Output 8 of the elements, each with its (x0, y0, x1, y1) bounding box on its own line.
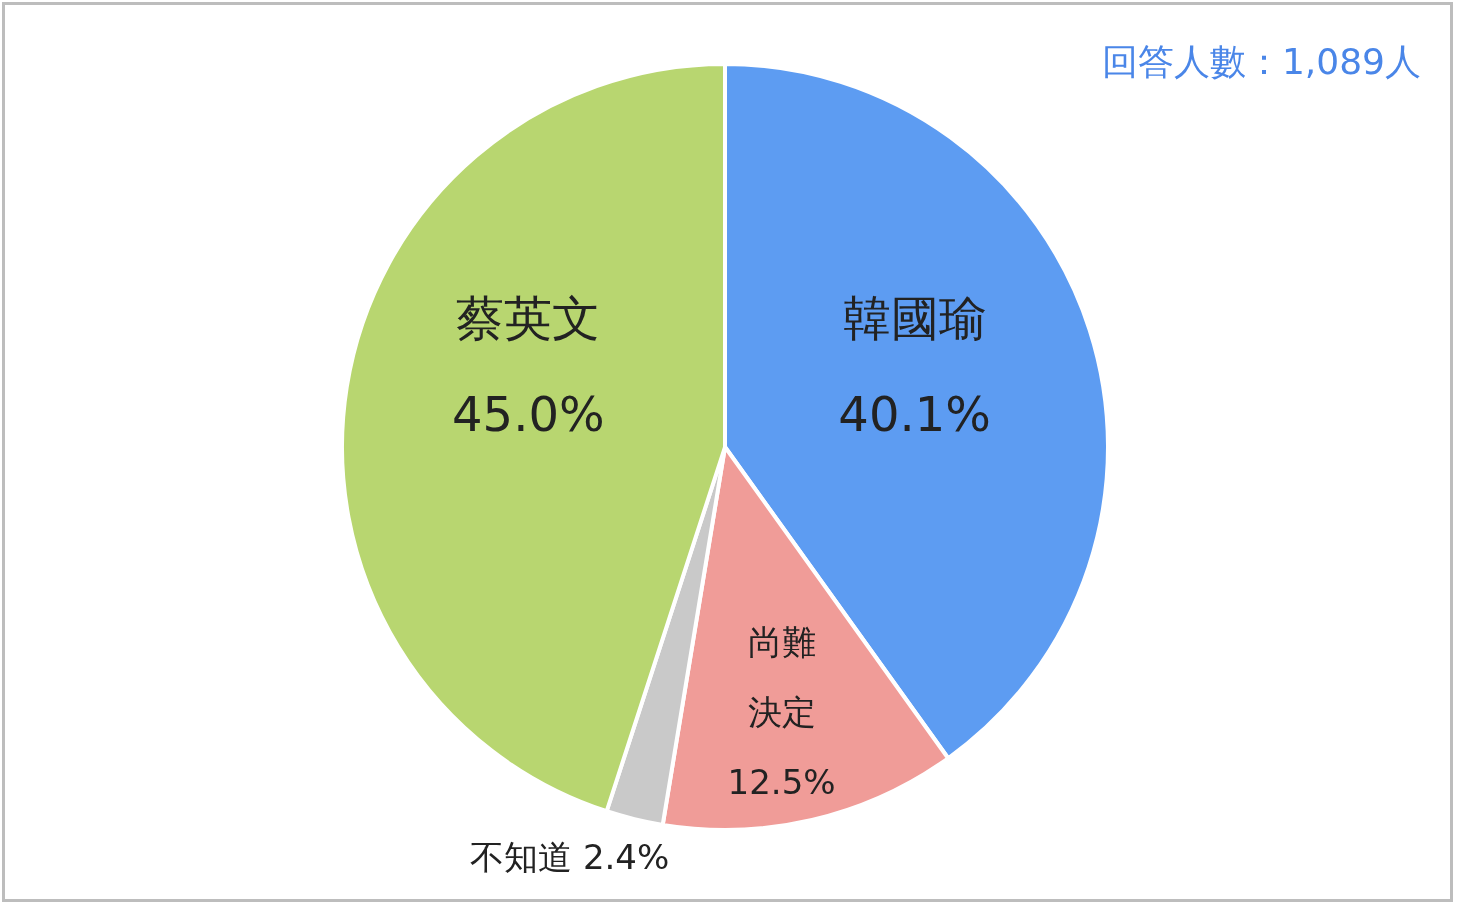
data-label: 40.1% (838, 385, 991, 442)
data-label: 45.0% (452, 385, 605, 442)
text: 回答人數：1,089人 (1101, 40, 1421, 84)
data-label: 12.5% (727, 762, 836, 803)
slice-label: 不知道 2.4% (470, 837, 670, 878)
slice-label: 尚難決定 (747, 622, 816, 733)
slice-label: 蔡英文 (456, 289, 601, 346)
slice-label: 韓國瑜 (842, 289, 987, 346)
